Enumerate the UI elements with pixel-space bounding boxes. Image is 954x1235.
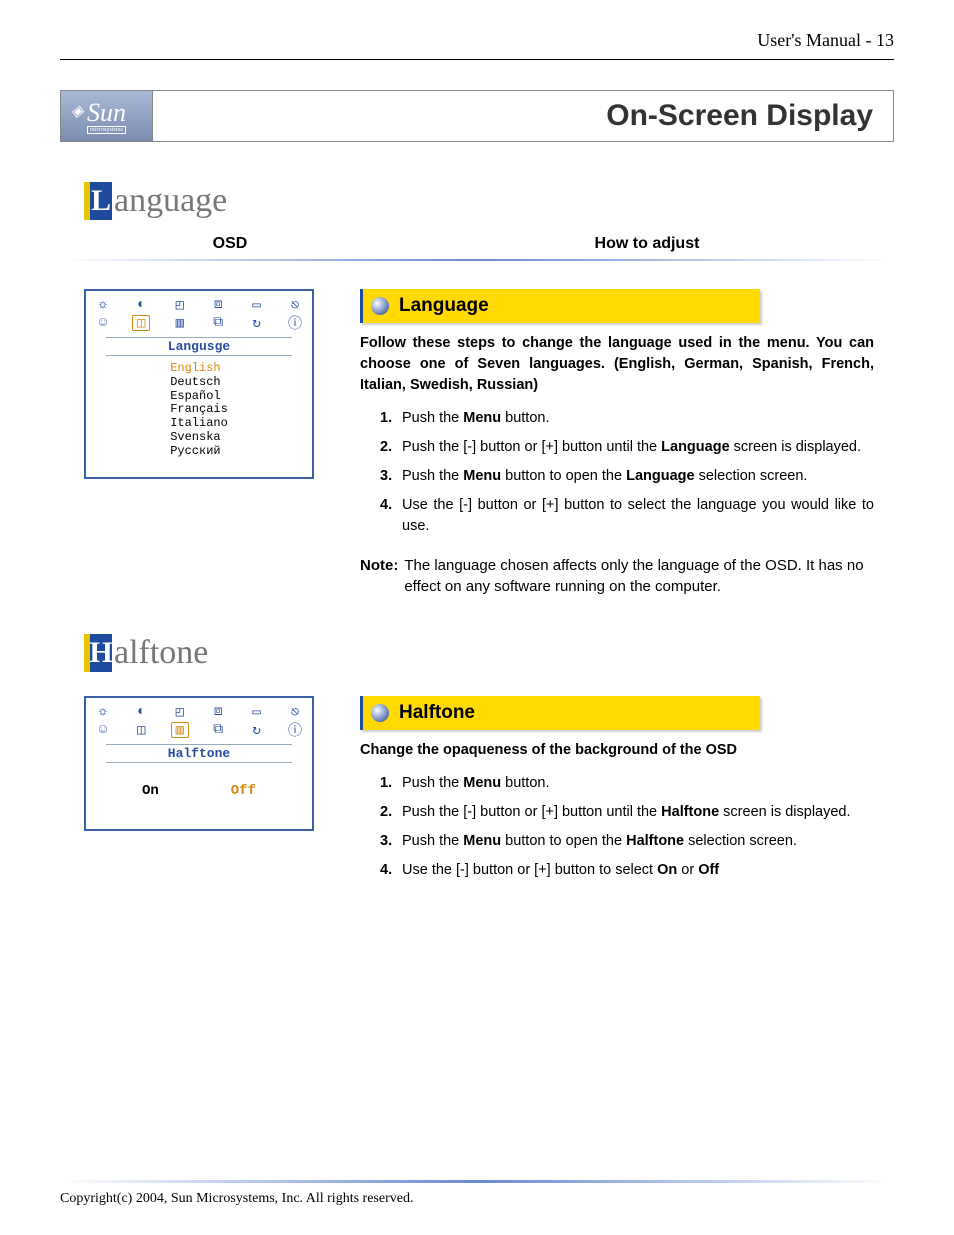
note: Note: The language chosen affects only t… (360, 555, 874, 599)
osd-panel-language: ☼ ◐ ◰ ⧈ ▭ ⎋ ☺ ◫ ▥ ⧉ ↻ ⓘ Langusge (84, 289, 314, 479)
heading-rest: alftone (114, 634, 208, 672)
language-list: English Deutsch Español Français Italian… (170, 362, 228, 459)
section-heading-language: Language (84, 182, 894, 220)
section-heading-halftone: Halftone (84, 634, 894, 672)
topic-bar-halftone: Halftone (360, 696, 760, 730)
columns-header: OSD How to adjust (60, 235, 894, 253)
size-icon: ⧈ (209, 704, 227, 720)
halftone-icon: ▥ (171, 722, 189, 738)
title-bar: ◈ Sun microsystems On-Screen Display (60, 90, 894, 142)
topic-title: Language (399, 292, 489, 320)
footer-divider (60, 1180, 894, 1183)
step: 3.Push the Menu button to open the Langu… (380, 466, 874, 487)
geometry-icon: ▭ (248, 297, 266, 313)
step: 1.Push the Menu button. (380, 773, 874, 794)
sun-logo: ◈ Sun microsystems (61, 91, 153, 141)
osd-icon-grid: ☼ ◐ ◰ ⧈ ▭ ⎋ ☺ ◫ ▥ ⧉ ↻ ⓘ (86, 698, 312, 742)
bullet-icon (371, 297, 389, 315)
degauss-icon: ⎋ (286, 704, 304, 720)
position-icon: ◰ (171, 704, 189, 720)
language-steps: 1.Push the Menu button. 2.Push the [-] b… (360, 408, 874, 537)
note-text: The language chosen affects only the lan… (404, 555, 874, 599)
size-icon: ⧈ (209, 297, 227, 313)
language-icon: ◫ (132, 722, 150, 738)
lang-option: Español (170, 390, 228, 404)
info-icon: ⓘ (286, 315, 304, 331)
osd-icon-grid: ☼ ◐ ◰ ⧈ ▭ ⎋ ☺ ◫ ▥ ⧉ ↻ ⓘ (86, 291, 312, 335)
contrast-icon: ◐ (132, 704, 150, 720)
language-icon: ◫ (132, 315, 150, 331)
geometry-icon: ▭ (248, 704, 266, 720)
lang-option: English (170, 362, 228, 376)
logo-subtext: microsystems (87, 126, 126, 134)
halftone-intro: Change the opaqueness of the background … (360, 740, 874, 761)
language-intro: Follow these steps to change the languag… (360, 333, 874, 396)
lang-option: Русский (170, 445, 228, 459)
step: 3.Push the Menu button to open the Halft… (380, 831, 874, 852)
bullet-icon (371, 704, 389, 722)
divider (60, 259, 894, 261)
recall-icon: ↻ (248, 315, 266, 331)
logo-diamond-icon: ◈ (71, 101, 83, 121)
lang-option: Deutsch (170, 376, 228, 390)
step: 2.Push the [-] button or [+] button unti… (380, 437, 874, 458)
halftone-row: ☼ ◐ ◰ ⧈ ▭ ⎋ ☺ ◫ ▥ ⧉ ↻ ⓘ Halftone On (60, 696, 894, 889)
degauss-icon: ⎋ (286, 297, 304, 313)
osd-panel-title: Halftone (106, 744, 292, 763)
heading-initial: L (84, 182, 112, 220)
lang-option: Français (170, 403, 228, 417)
brightness-icon: ☼ (94, 704, 112, 720)
osd-panel-halftone: ☼ ◐ ◰ ⧈ ▭ ⎋ ☺ ◫ ▥ ⧉ ↻ ⓘ Halftone On (84, 696, 314, 831)
page-header: User's Manual - 13 (60, 30, 894, 60)
heading-rest: anguage (114, 182, 227, 220)
halftone-steps: 1.Push the Menu button. 2.Push the [-] b… (360, 773, 874, 881)
color-icon: ☺ (94, 315, 112, 331)
step: 4.Use the [-] button or [+] button to se… (380, 495, 874, 537)
topic-title: Halftone (399, 699, 475, 727)
page-title: On-Screen Display (153, 91, 893, 141)
contrast-icon: ◐ (132, 297, 150, 313)
color-icon: ☺ (94, 722, 112, 738)
step: 2.Push the [-] button or [+] button unti… (380, 802, 874, 823)
osd-panel-title: Langusge (106, 337, 292, 356)
recall-icon: ↻ (248, 722, 266, 738)
lang-option: Italiano (170, 417, 228, 431)
topic-bar-language: Language (360, 289, 760, 323)
halftone-off: Off (231, 783, 256, 799)
menu-pos-icon: ⧉ (209, 315, 227, 331)
step: 4.Use the [-] button or [+] button to se… (380, 860, 874, 881)
step: 1.Push the Menu button. (380, 408, 874, 429)
note-label: Note: (360, 555, 398, 599)
heading-initial: H (84, 634, 112, 672)
brightness-icon: ☼ (94, 297, 112, 313)
halftone-icon: ▥ (171, 315, 189, 331)
col-osd-header: OSD (60, 235, 400, 253)
lang-option: Svenska (170, 431, 228, 445)
col-howto-header: How to adjust (400, 235, 894, 253)
logo-brand: Sun (87, 98, 126, 128)
info-icon: ⓘ (286, 722, 304, 738)
language-row: ☼ ◐ ◰ ⧈ ▭ ⎋ ☺ ◫ ▥ ⧉ ↻ ⓘ Langusge (60, 289, 894, 598)
footer-copyright: Copyright(c) 2004, Sun Microsystems, Inc… (60, 1191, 413, 1207)
menu-pos-icon: ⧉ (209, 722, 227, 738)
position-icon: ◰ (171, 297, 189, 313)
halftone-on: On (142, 783, 159, 799)
